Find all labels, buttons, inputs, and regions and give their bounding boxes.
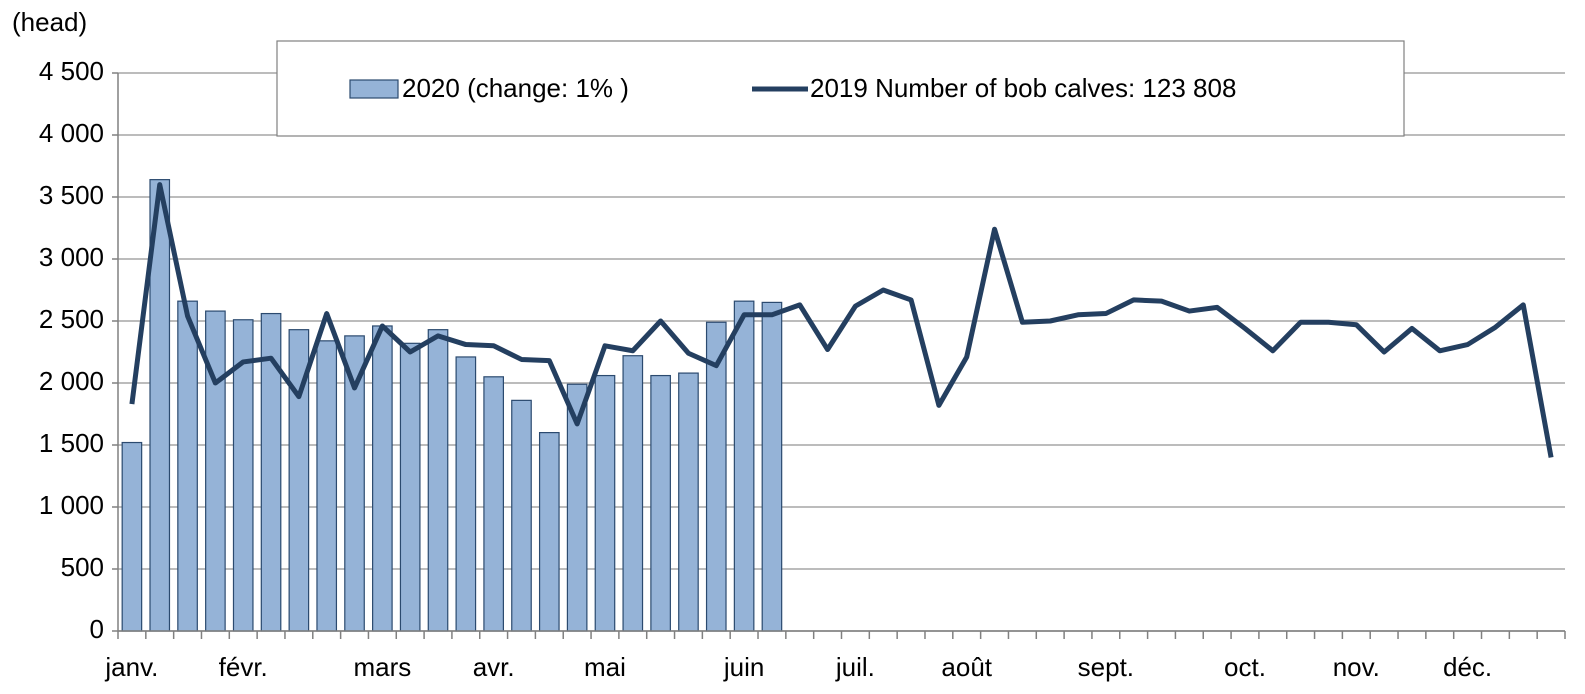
bar [177, 300, 198, 632]
bar [205, 310, 226, 632]
bar [344, 335, 365, 632]
bar [538, 432, 560, 632]
y-axis-label: (head) [12, 7, 87, 37]
x-tick-label: sept. [1078, 652, 1134, 682]
x-tick-label: oct. [1224, 652, 1266, 682]
bar [427, 329, 449, 632]
bar [511, 399, 532, 632]
legend-label: 2020 (change: 1% ) [402, 73, 629, 103]
x-tick-label: janv. [104, 652, 158, 682]
x-tick-label: déc. [1443, 652, 1492, 682]
y-tick-label: 0 [90, 614, 104, 644]
x-tick-label: mars [353, 652, 411, 682]
bar [705, 321, 727, 632]
bar [594, 374, 616, 632]
y-tick-label: 4 000 [39, 118, 104, 148]
y-tick-label: 4 500 [39, 56, 104, 86]
bar [761, 301, 783, 632]
bar [455, 356, 477, 632]
y-tick-label: 2 000 [39, 366, 104, 396]
legend-label: 2019 Number of bob calves: 123 808 [810, 73, 1236, 103]
y-tick-label: 500 [61, 552, 104, 582]
x-tick-label: juil. [835, 652, 875, 682]
x-tick-label: juin [723, 652, 764, 682]
bar [483, 376, 505, 632]
y-tick-label: 2 500 [39, 304, 104, 334]
bar [733, 300, 755, 632]
y-tick-label: 3 000 [39, 242, 104, 272]
line [129, 182, 1554, 458]
y-tick-label: 3 500 [39, 180, 104, 210]
bar [622, 355, 644, 632]
bar [316, 340, 338, 632]
bar [650, 374, 671, 632]
bar [399, 342, 421, 632]
legend-swatch [349, 79, 399, 99]
x-tick-label: févr. [219, 652, 268, 682]
bar [372, 325, 393, 632]
x-tick-label: août [941, 652, 992, 682]
y-tick-label: 1 500 [39, 428, 104, 458]
x-tick-label: nov. [1333, 652, 1380, 682]
bar [121, 441, 143, 632]
x-tick-label: avr. [473, 652, 515, 682]
y-tick-label: 1 000 [39, 490, 104, 520]
legend-box [276, 40, 1405, 137]
x-tick-label: mai [584, 652, 626, 682]
bar [678, 372, 699, 632]
